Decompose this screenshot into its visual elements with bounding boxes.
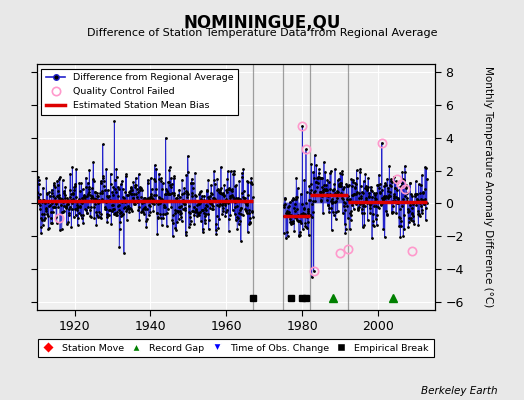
Text: NOMININGUE,QU: NOMININGUE,QU bbox=[183, 14, 341, 32]
Text: Difference of Station Temperature Data from Regional Average: Difference of Station Temperature Data f… bbox=[87, 28, 437, 38]
Y-axis label: Monthly Temperature Anomaly Difference (°C): Monthly Temperature Anomaly Difference (… bbox=[483, 66, 493, 308]
Legend: Difference from Regional Average, Quality Control Failed, Estimated Station Mean: Difference from Regional Average, Qualit… bbox=[41, 69, 238, 115]
Legend: Station Move, Record Gap, Time of Obs. Change, Empirical Break: Station Move, Record Gap, Time of Obs. C… bbox=[38, 339, 434, 357]
Text: Berkeley Earth: Berkeley Earth bbox=[421, 386, 498, 396]
